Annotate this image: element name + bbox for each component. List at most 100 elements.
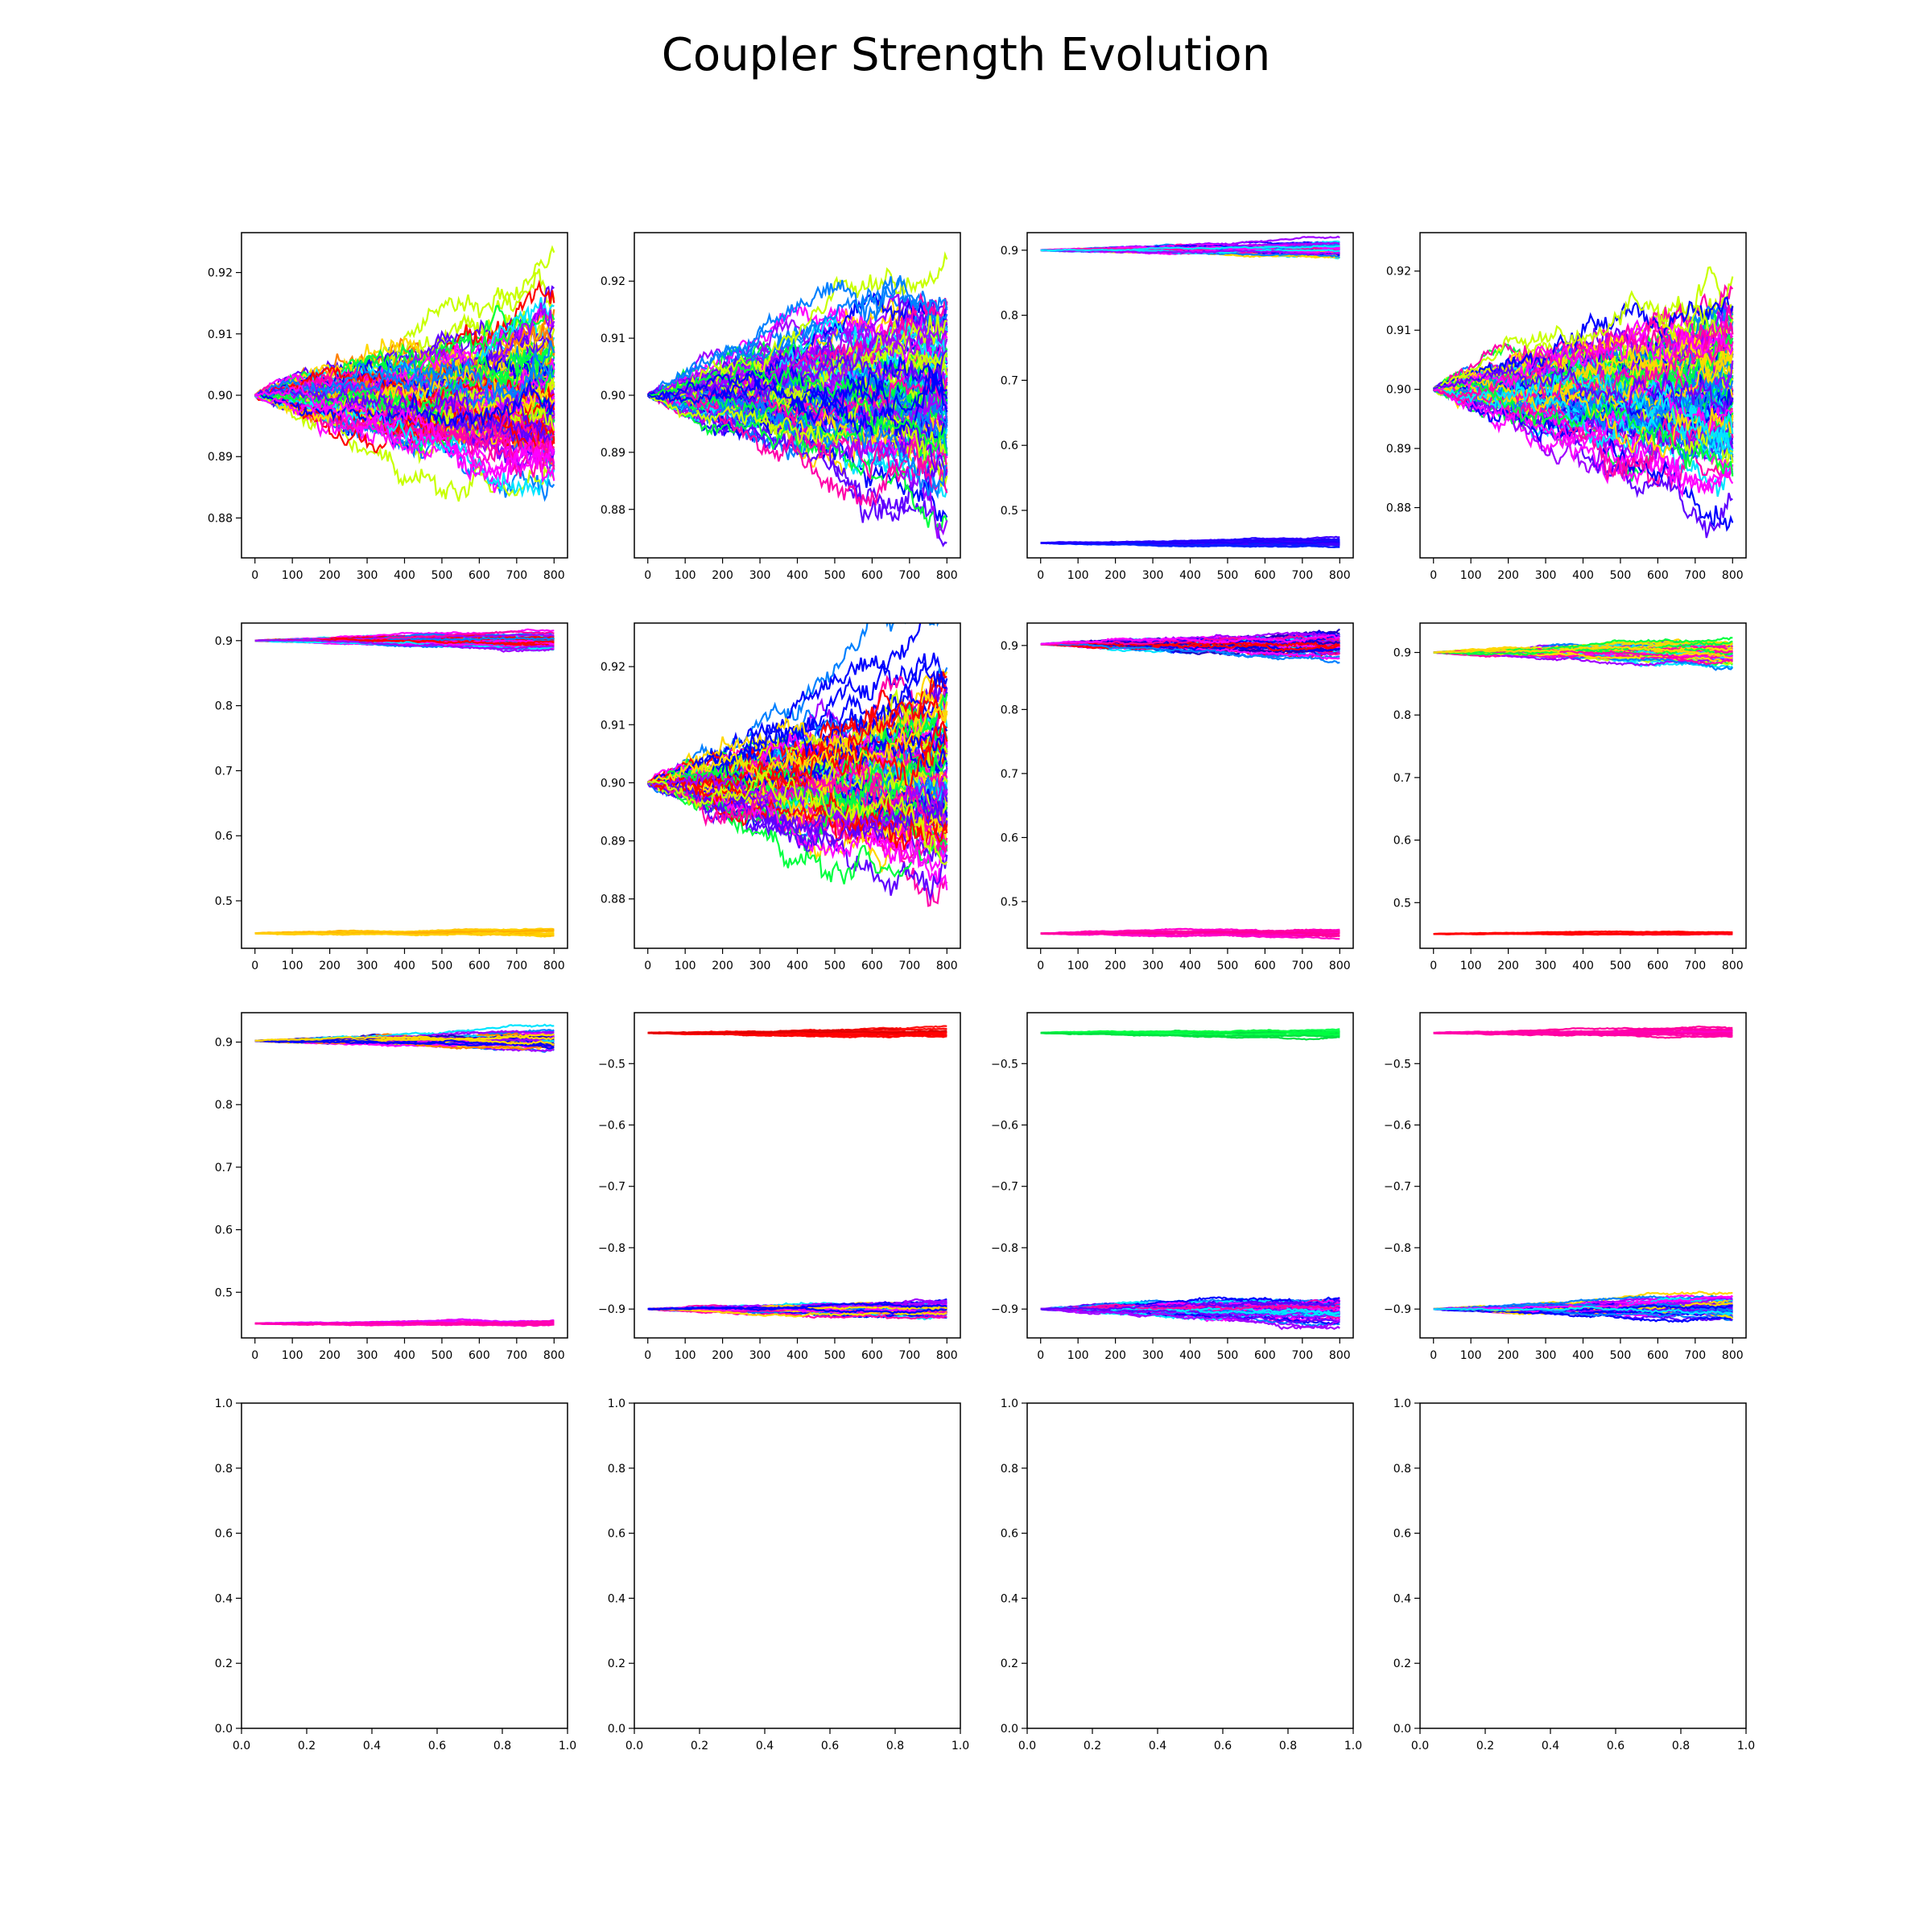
x-tick-label: 1.0: [952, 1740, 969, 1752]
axes-frame: [241, 1402, 568, 1729]
x-tick-label: 800: [543, 569, 565, 582]
y-tick-label: 0.8: [1393, 709, 1411, 722]
x-tick-label: 800: [1329, 960, 1351, 972]
x-tick-label: 200: [319, 1349, 341, 1362]
series-line: [1040, 930, 1340, 935]
x-tick-label: 0.6: [821, 1740, 839, 1752]
series-line: [647, 312, 948, 397]
y-tick-label: 0.90: [601, 390, 625, 402]
y-tick-label: 0.90: [1386, 384, 1411, 397]
y-tick-label: 0.89: [1386, 443, 1411, 456]
series-line: [646, 371, 948, 427]
x-tick-label: 0.8: [1279, 1740, 1297, 1752]
y-tick-label: 0.5: [215, 1286, 233, 1299]
series-line: [254, 928, 555, 935]
x-tick-label: 100: [675, 569, 696, 582]
x-tick-label: 300: [749, 960, 771, 972]
series-line: [646, 365, 948, 436]
figure-title: Coupler Strength Evolution: [661, 29, 1271, 81]
y-tick-label: 0.2: [1393, 1657, 1411, 1670]
y-tick-label: 0.6: [1001, 832, 1018, 844]
subplot-1-0: 0 100 200 300 400 500 600 700 800 0.5 0.6 0.7 0.8 0.9: [215, 622, 568, 972]
y-tick-label: 0.9: [1001, 245, 1018, 258]
series-line: [647, 1030, 947, 1034]
y-tick-label: 0.5: [1001, 505, 1018, 518]
x-tick-label: 800: [543, 960, 565, 972]
x-tick-label: 100: [1067, 569, 1089, 582]
x-tick-label: 300: [1535, 960, 1557, 972]
y-tick-label: 0.92: [601, 275, 625, 288]
y-tick-label: −0.7: [1384, 1181, 1411, 1194]
x-tick-label: 700: [1291, 1349, 1313, 1362]
y-tick-label: 0.8: [215, 700, 233, 713]
x-tick-label: 0.2: [298, 1740, 316, 1752]
series-line: [1433, 343, 1733, 413]
y-tick-label: 0.4: [215, 1592, 233, 1605]
y-tick-label: −0.5: [1384, 1058, 1411, 1071]
y-tick-label: 0.6: [215, 1224, 233, 1237]
series-line: [254, 357, 555, 400]
y-tick-label: 0.88: [208, 512, 233, 525]
subplot-2-1: 0 100 200 300 400 500 600 700 800 −0.9 −0.8 −0.7 −0.…: [598, 1012, 961, 1362]
axes-frame: [1026, 1402, 1354, 1729]
y-tick-label: 0.89: [208, 451, 233, 464]
series-line: [254, 384, 555, 484]
x-tick-label: 800: [1329, 1349, 1351, 1362]
x-tick-label: 200: [1104, 1349, 1126, 1362]
y-tick-label: −0.6: [1384, 1119, 1411, 1132]
x-tick-label: 100: [1460, 569, 1482, 582]
x-tick-label: 400: [394, 960, 415, 972]
y-tick-label: 0.9: [215, 1037, 233, 1050]
x-tick-label: 0: [251, 569, 258, 582]
series-lines: [254, 1023, 555, 1327]
axes-frame: [1026, 1012, 1354, 1339]
x-tick-label: 100: [1067, 960, 1089, 972]
x-tick-label: 200: [1497, 960, 1519, 972]
x-tick-label: 0.6: [1607, 1740, 1624, 1752]
series-lines: [1433, 636, 1734, 936]
x-tick-label: 0: [644, 960, 651, 972]
series-line: [254, 1035, 555, 1042]
x-tick-label: 200: [712, 960, 733, 972]
x-tick-label: 100: [282, 569, 303, 582]
x-tick-label: 700: [898, 1349, 920, 1362]
y-tick-label: 0.0: [608, 1723, 625, 1736]
series-line: [254, 394, 555, 498]
series-lines: [1433, 1025, 1734, 1323]
x-tick-label: 400: [394, 569, 415, 582]
y-tick-label: 0.4: [608, 1592, 625, 1605]
series-line: [1433, 636, 1733, 654]
x-tick-label: 100: [282, 1349, 303, 1362]
x-tick-label: 400: [1179, 960, 1201, 972]
x-tick-label: 0.6: [428, 1740, 446, 1752]
series-line: [1433, 365, 1734, 444]
series-line: [254, 394, 555, 481]
y-tick-label: 0.5: [215, 895, 233, 908]
x-tick-label: 0.8: [886, 1740, 904, 1752]
series-line: [647, 719, 948, 792]
series-line: [1040, 542, 1340, 549]
y-tick-label: 0.8: [215, 1463, 233, 1476]
y-tick-label: 0.8: [215, 1099, 233, 1112]
series-line: [1433, 366, 1734, 459]
axes-frame: [1419, 1402, 1747, 1729]
axes-frame: [634, 1012, 961, 1339]
series-line: [1433, 364, 1734, 415]
y-tick-label: 0.6: [1393, 835, 1411, 848]
x-tick-label: 0.4: [363, 1740, 381, 1752]
series-line: [1040, 245, 1340, 252]
series-line: [647, 782, 948, 853]
x-tick-label: 600: [469, 569, 490, 582]
x-tick-label: 300: [1535, 569, 1557, 582]
y-tick-label: 0.8: [1001, 704, 1018, 716]
y-tick-label: −0.8: [598, 1242, 625, 1255]
x-tick-label: 100: [1460, 960, 1482, 972]
y-tick-label: 0.0: [215, 1723, 233, 1736]
series-line: [1432, 295, 1734, 390]
subplot-0-2: 0 100 200 300 400 500 600 700 800 0.5 0.6 0.7 0.8 0.9: [1001, 232, 1354, 582]
x-tick-label: 0.0: [1018, 1740, 1036, 1752]
x-tick-label: 700: [898, 960, 920, 972]
x-tick-label: 700: [1684, 960, 1706, 972]
x-tick-label: 600: [469, 1349, 490, 1362]
series-lines: [647, 1025, 948, 1321]
